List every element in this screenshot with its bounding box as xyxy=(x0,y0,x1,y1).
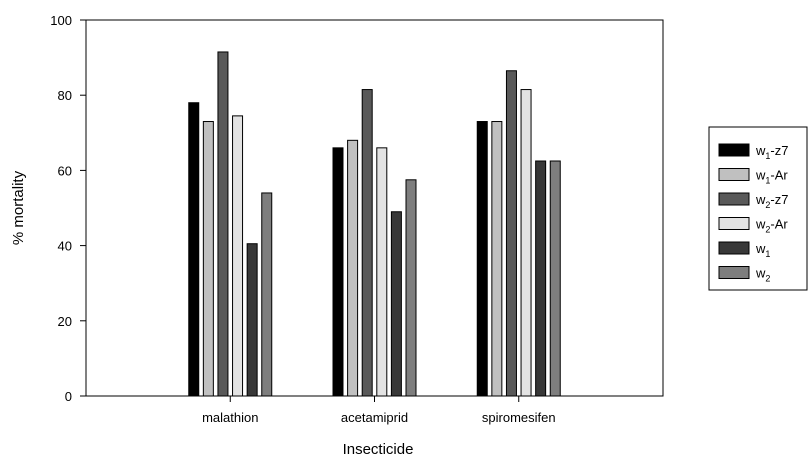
y-axis: 0 20 40 60 80 100 xyxy=(50,13,86,404)
x-axis-title: Insecticide xyxy=(343,441,414,458)
y-tick-label: 100 xyxy=(50,13,72,28)
legend-label-w2: w2 xyxy=(755,266,770,284)
bar-w1-Ar-malathion xyxy=(202,121,214,397)
bar-w1-z7-malathion xyxy=(188,102,200,397)
legend-label-w1-z7: w1-z7 xyxy=(755,143,788,161)
x-tick-label: spiromesifen xyxy=(482,410,556,425)
bar-w1-Ar-spiromesifen xyxy=(491,121,503,397)
bar-w2-spiromesifen xyxy=(549,160,561,397)
bar-w2-z7-spiromesifen xyxy=(505,70,517,397)
legend-label-w2-z7: w2-z7 xyxy=(755,192,788,210)
bar-w2-Ar-malathion xyxy=(232,115,244,397)
legend-swatch-w1 xyxy=(718,241,750,255)
legend-label-w2-Ar: w2-Ar xyxy=(755,217,788,235)
bar-w2-malathion xyxy=(261,192,273,397)
bar-w2-z7-malathion xyxy=(217,51,229,397)
bar-w2-z7-acetamiprid xyxy=(361,89,373,397)
bar-w1-z7-spiromesifen xyxy=(476,121,488,397)
bar-w1-z7-acetamiprid xyxy=(332,147,344,397)
bar-w1-acetamiprid xyxy=(390,211,402,397)
legend-label-w1: w1 xyxy=(755,241,770,259)
bar-w2-Ar-acetamiprid xyxy=(376,147,388,397)
x-axis: malathion acetamiprid spiromesifen xyxy=(202,396,556,425)
bar-w1-malathion xyxy=(246,243,258,397)
legend-swatch-w1-Ar xyxy=(718,168,750,181)
bars xyxy=(188,51,561,397)
x-tick-label: acetamiprid xyxy=(341,410,408,425)
bar-w1-spiromesifen xyxy=(535,160,547,397)
y-tick-label: 20 xyxy=(58,314,72,329)
legend-swatch-w2-Ar xyxy=(718,217,750,230)
legend-swatch-w1-z7 xyxy=(718,143,750,157)
y-axis-title: % mortality xyxy=(10,170,27,245)
y-tick-label: 0 xyxy=(65,389,72,404)
bar-w2-acetamiprid xyxy=(405,179,417,397)
bar-w2-Ar-spiromesifen xyxy=(520,89,532,397)
plot-frame xyxy=(85,19,664,397)
legend-swatch-w2-z7 xyxy=(718,192,750,206)
y-tick-label: 80 xyxy=(58,88,72,103)
bar-w1-Ar-acetamiprid xyxy=(347,139,359,397)
y-tick-label: 40 xyxy=(58,239,72,254)
x-tick-label: malathion xyxy=(202,410,258,425)
legend-swatch-w2 xyxy=(718,266,750,279)
legend: w1-z7 w1-Ar w2-z7 w2-Ar w1 w2 xyxy=(708,126,808,291)
legend-label-w1-Ar: w1-Ar xyxy=(755,168,788,186)
y-tick-label: 60 xyxy=(58,163,72,178)
